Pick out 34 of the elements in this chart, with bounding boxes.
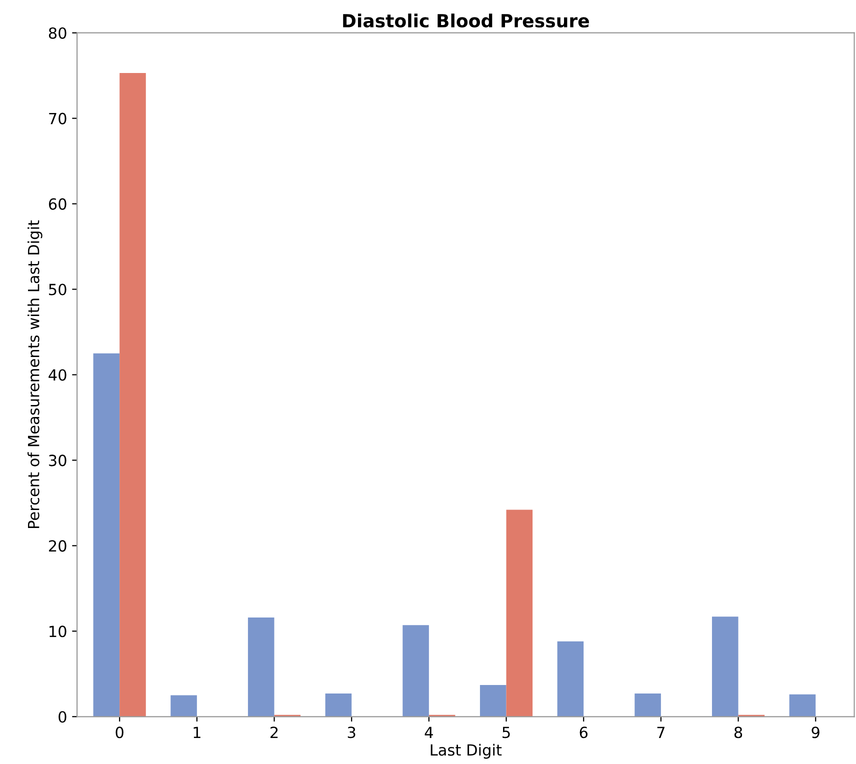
x-tick-label: 8 [734, 726, 742, 738]
bar [634, 694, 661, 717]
bar [93, 353, 120, 717]
y-tick-label: 60 [48, 198, 66, 210]
bar [248, 617, 274, 717]
bar [325, 694, 352, 717]
x-tick-label: 1 [194, 726, 200, 738]
y-tick-label: 30 [49, 454, 66, 466]
y-tick-label: 50 [49, 284, 66, 296]
bar [120, 73, 146, 717]
x-tick-label: 2 [270, 726, 278, 738]
x-tick-label: 5 [502, 726, 510, 738]
y-tick-label: 0 [58, 711, 66, 723]
bar [557, 641, 584, 717]
y-tick-label: 10 [50, 626, 66, 638]
bar [506, 510, 533, 717]
bar [480, 685, 506, 717]
bar [170, 695, 197, 717]
bar [789, 694, 816, 717]
x-tick-label: 7 [657, 726, 664, 738]
x-tick-label: 4 [424, 726, 433, 738]
x-tick-label: 0 [116, 726, 124, 738]
x-axis-title: Last Digit [430, 744, 502, 759]
y-tick-label: 80 [48, 27, 66, 39]
x-tick-label: 6 [580, 726, 588, 738]
y-axis-title: Percent of Measurements with Last Digit [28, 220, 42, 528]
chart-title: Diastolic Blood Pressure [343, 14, 589, 28]
x-tick-label: 3 [348, 726, 356, 738]
bar [712, 616, 738, 717]
x-tick-label: 9 [812, 726, 820, 738]
y-tick-label: 40 [48, 369, 66, 381]
y-tick-label: 20 [48, 540, 66, 552]
y-tick-label: 70 [49, 112, 66, 124]
bar [402, 625, 429, 717]
